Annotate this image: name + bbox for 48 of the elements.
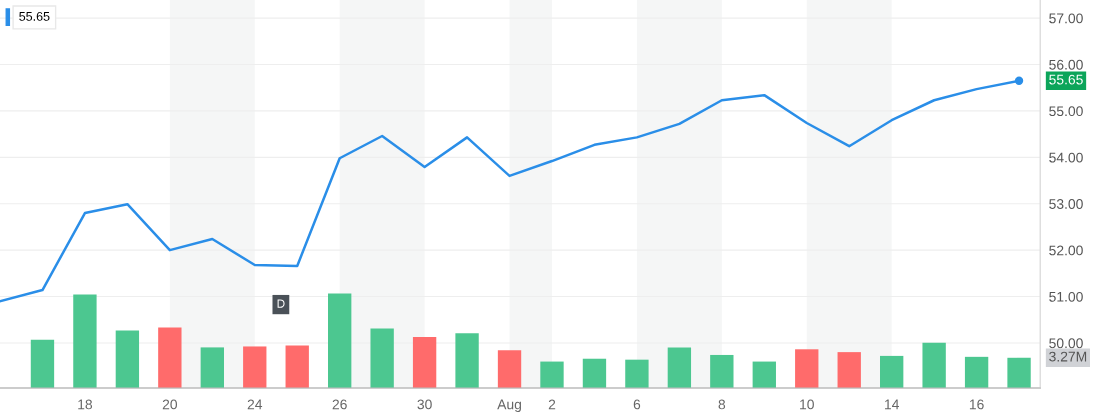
y-tick-label: 52.00 xyxy=(1049,245,1083,256)
x-tick-label: 24 xyxy=(247,399,263,410)
bar xyxy=(200,347,224,388)
bar xyxy=(285,345,309,388)
x-tick-label: 8 xyxy=(718,399,726,410)
bar xyxy=(582,358,607,388)
bar xyxy=(752,361,776,388)
bar xyxy=(115,330,140,388)
y-tick-label: 54.00 xyxy=(1049,152,1083,163)
bar xyxy=(795,349,819,388)
bar xyxy=(412,337,437,388)
bar xyxy=(964,356,989,388)
x-tick-label: 26 xyxy=(332,399,347,410)
bar xyxy=(540,361,564,388)
x-tick-label: Aug xyxy=(497,399,521,413)
bar xyxy=(30,339,55,388)
bar xyxy=(243,346,267,388)
y-tick-label: 57.00 xyxy=(1049,13,1083,24)
bar xyxy=(625,359,649,388)
x-tick-label: 18 xyxy=(78,399,93,410)
x-tick-label: 2 xyxy=(548,399,556,410)
annotation: 55.65 xyxy=(19,11,50,21)
x-tick-label: 16 xyxy=(969,399,984,410)
annotation: D xyxy=(277,299,285,308)
bar xyxy=(328,293,352,388)
bar xyxy=(837,352,861,388)
bar xyxy=(1007,357,1031,388)
bar xyxy=(710,354,734,388)
text: 55.65 xyxy=(1049,74,1083,85)
bar xyxy=(455,333,479,388)
x-tick-label: 14 xyxy=(885,399,899,410)
bar xyxy=(880,355,904,388)
bar xyxy=(370,328,394,388)
bar xyxy=(158,327,182,388)
x-tick-label: 20 xyxy=(162,399,178,410)
bar xyxy=(497,350,522,388)
y-tick-label: 53.00 xyxy=(1049,199,1083,209)
bar xyxy=(922,342,946,388)
x-tick-label: 30 xyxy=(417,399,432,410)
bar xyxy=(667,347,692,388)
y-tick-label: 55.00 xyxy=(1049,106,1083,117)
bar xyxy=(73,294,97,388)
text: 3.27M xyxy=(1049,351,1087,362)
y-tick-label: 51.00 xyxy=(1049,291,1083,302)
x-tick-label: 6 xyxy=(633,399,641,410)
y-tick-label: 56.00 xyxy=(1049,59,1083,70)
x-tick-label: 10 xyxy=(800,399,814,410)
y-tick-label: 50.00 xyxy=(1049,338,1083,349)
